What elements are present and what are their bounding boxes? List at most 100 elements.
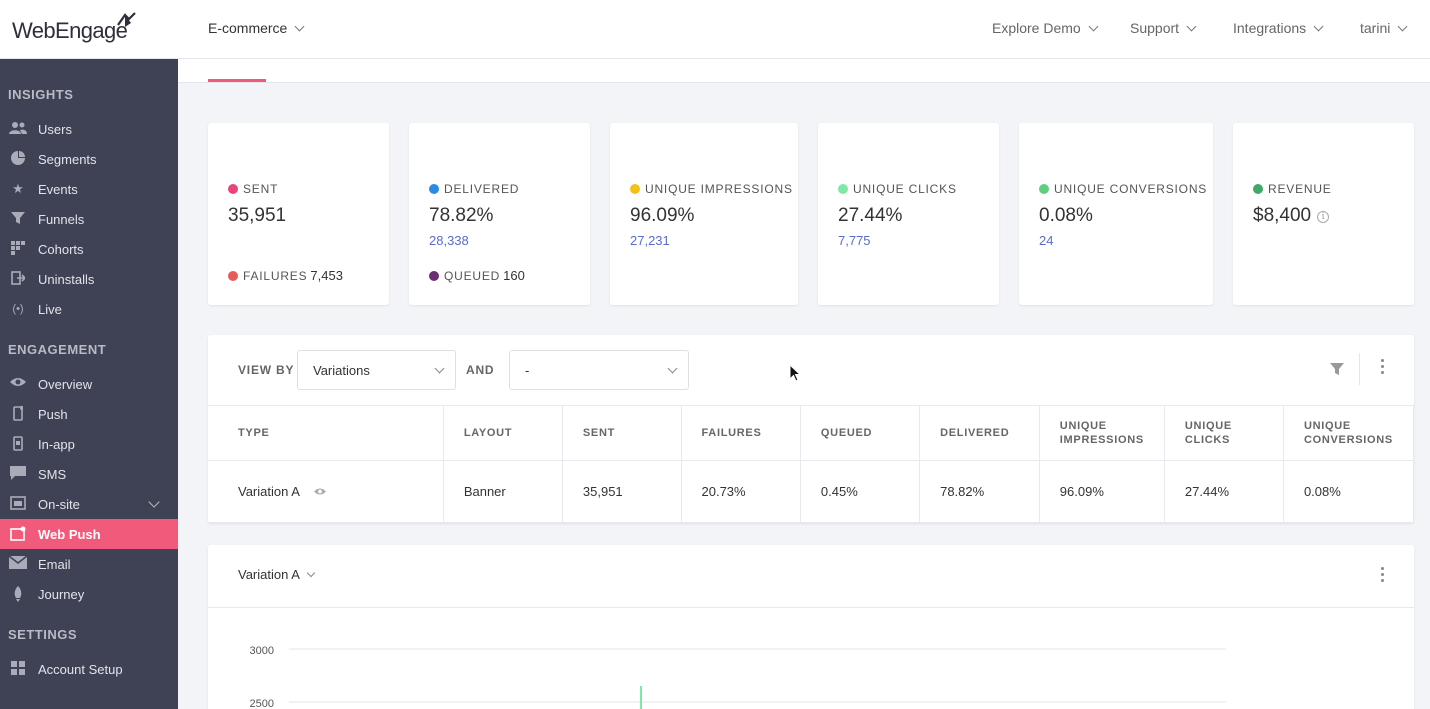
column-header[interactable]: DELIVERED: [919, 405, 1040, 461]
column-header[interactable]: QUEUED: [800, 405, 921, 461]
sidebar-item-cohorts[interactable]: Cohorts: [0, 234, 178, 264]
user-name: tarini: [1360, 20, 1391, 36]
user-menu[interactable]: tarini: [1360, 20, 1408, 36]
more-options-icon[interactable]: [1376, 359, 1388, 379]
table-cell: Banner: [443, 460, 563, 523]
column-header[interactable]: FAILURES: [681, 405, 801, 461]
live-icon: (•): [12, 303, 24, 315]
mouse-cursor-icon: [789, 364, 801, 382]
metric-label: SENT: [228, 182, 278, 196]
sidebar-item-web-push[interactable]: Web Push: [0, 519, 178, 549]
chevron-down-icon: [434, 363, 445, 374]
account-icon: [9, 661, 27, 677]
sidebar-item-account-setup[interactable]: Account Setup: [0, 654, 178, 684]
metric-card-sent: SENT 35,951 FAILURES 7,453: [208, 123, 389, 305]
email-icon: [8, 555, 28, 572]
secondary-value: -: [525, 363, 530, 378]
logo-text: WebEngage: [12, 18, 128, 43]
section-title-insights: INSIGHTS: [8, 87, 74, 102]
divider: [208, 607, 1414, 608]
sidebar-item-overview[interactable]: Overview: [0, 369, 178, 399]
pie-icon: [9, 151, 27, 167]
metric-value: 96.09%: [630, 205, 695, 226]
explore-demo-menu[interactable]: Explore Demo: [992, 20, 1099, 36]
variation-select[interactable]: Variation A: [238, 567, 316, 582]
metric-value: 0.08%: [1039, 205, 1093, 226]
column-header[interactable]: SENT: [562, 405, 682, 461]
divider: [1359, 353, 1360, 385]
sidebar-item-events[interactable]: ★ Events: [0, 174, 178, 204]
sidebar-item-sms[interactable]: SMS: [0, 459, 178, 489]
sidebar-item-label: Live: [38, 302, 62, 317]
support-menu[interactable]: Support: [1130, 20, 1197, 36]
table-cell-type: Variation A: [208, 460, 444, 523]
info-icon[interactable]: i: [1317, 211, 1330, 223]
variation-line-chart: 3000 2500: [250, 645, 1226, 709]
project-label: E-commerce: [208, 20, 288, 36]
sidebar-item-on-site[interactable]: On-site: [0, 489, 178, 519]
webengage-logo[interactable]: WebEngage: [12, 11, 137, 43]
column-header[interactable]: TYPE: [208, 405, 444, 461]
sidebar-item-label: Funnels: [38, 212, 85, 227]
column-header[interactable]: UNIQUE IMPRESSIONS: [1039, 405, 1165, 461]
metric-label: REVENUE: [1253, 182, 1332, 196]
metric-queued: QUEUED 160: [429, 268, 525, 283]
sidebar-item-email[interactable]: Email: [0, 549, 178, 579]
integrations-label: Integrations: [1233, 20, 1307, 36]
metric-value: 27.44%: [838, 205, 903, 226]
chevron-down-icon: [306, 568, 316, 578]
chevron-down-icon: [1313, 21, 1324, 32]
sidebar-item-live[interactable]: (•) Live: [0, 294, 178, 324]
explore-demo-label: Explore Demo: [992, 20, 1081, 36]
status-dot: [429, 184, 439, 194]
sidebar-item-label: On-site: [38, 497, 80, 512]
star-icon: ★: [12, 181, 24, 196]
metric-count[interactable]: 27,231: [630, 233, 670, 248]
metric-count[interactable]: 7,775: [838, 233, 871, 248]
sms-icon: [9, 466, 27, 482]
sidebar-item-segments[interactable]: Segments: [0, 144, 178, 174]
chevron-down-icon: [294, 21, 305, 32]
status-dot: [838, 184, 848, 194]
view-by-select[interactable]: Variations: [297, 350, 456, 390]
status-dot: [630, 184, 640, 194]
sidebar-item-label: In-app: [38, 437, 75, 452]
sidebar-item-uninstalls[interactable]: Uninstalls: [0, 264, 178, 294]
tab-strip: [178, 59, 1430, 83]
support-label: Support: [1130, 20, 1180, 36]
column-header[interactable]: LAYOUT: [443, 405, 563, 461]
project-selector[interactable]: E-commerce: [208, 20, 305, 36]
filter-icon[interactable]: [1330, 362, 1344, 376]
metric-count[interactable]: 24: [1039, 233, 1054, 248]
more-options-icon[interactable]: [1376, 567, 1388, 587]
sidebar-item-label: Journey: [38, 587, 85, 602]
table-row: Variation A Banner 35,951 20.73% 0.45% 7…: [208, 460, 1414, 523]
eye-icon[interactable]: [313, 485, 326, 499]
metric-label: DELIVERED: [429, 182, 519, 196]
metric-label: UNIQUE CLICKS: [838, 182, 957, 196]
sidebar-item-label: Email: [38, 557, 71, 572]
metric-card-delivered: DELIVERED 78.82% 28,338 QUEUED 160: [409, 123, 590, 305]
metric-value: 35,951: [228, 205, 287, 226]
sidebar-item-in-app[interactable]: In-app: [0, 429, 178, 459]
y-tick-label: 2500: [250, 698, 274, 709]
eye-icon: [9, 376, 27, 392]
chevron-down-icon[interactable]: [148, 496, 160, 508]
chevron-down-icon: [667, 363, 678, 374]
metric-count[interactable]: 28,338: [429, 233, 469, 248]
secondary-select[interactable]: -: [509, 350, 689, 390]
table-cell: 20.73%: [681, 460, 801, 523]
sidebar-item-funnels[interactable]: Funnels: [0, 204, 178, 234]
top-header: WebEngage E-commerce Explore Demo Suppor…: [0, 0, 1430, 59]
sidebar-item-push[interactable]: Push: [0, 399, 178, 429]
sidebar-item-users[interactable]: Users: [0, 114, 178, 144]
logo-bird-icon: [117, 12, 136, 27]
sidebar-item-journey[interactable]: Journey: [0, 579, 178, 609]
status-dot: [1039, 184, 1049, 194]
chevron-down-icon: [1186, 21, 1197, 32]
column-header[interactable]: UNIQUE CLICKS: [1164, 405, 1284, 461]
column-header[interactable]: UNIQUE CONVERSIONS: [1283, 405, 1414, 461]
and-label: AND: [466, 363, 495, 377]
integrations-menu[interactable]: Integrations: [1233, 20, 1324, 36]
webpush-icon: [9, 526, 27, 542]
